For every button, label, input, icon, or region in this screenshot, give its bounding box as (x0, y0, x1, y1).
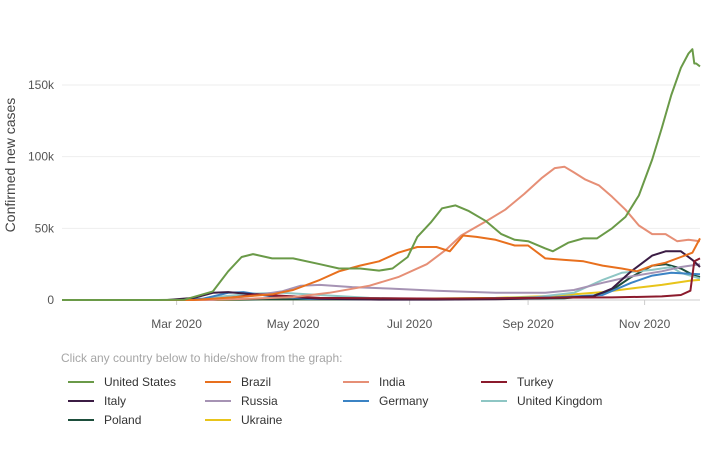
x-tick-label: Mar 2020 (151, 317, 202, 331)
legend-item-united-states[interactable]: United States (68, 373, 176, 391)
x-tick-label: Sep 2020 (502, 317, 554, 331)
x-tick-label: May 2020 (267, 317, 320, 331)
legend-item-italy[interactable]: Italy (68, 392, 126, 410)
legend-swatch (343, 400, 369, 402)
series-line-germany (62, 271, 701, 301)
legend-swatch (205, 381, 231, 383)
x-tick-label: Nov 2020 (619, 317, 671, 331)
legend-swatch (481, 381, 507, 383)
y-tick-label: 100k (28, 150, 55, 164)
legend-label: Germany (379, 394, 429, 408)
y-tick-label: 0 (47, 293, 54, 307)
legend-label: United States (104, 375, 177, 389)
series-line-russia (62, 263, 701, 301)
series-line-united-states (62, 48, 701, 301)
series-line-italy (62, 250, 701, 301)
legend-swatch (68, 419, 94, 421)
y-tick-label: 150k (28, 78, 55, 92)
legend-swatch (481, 400, 507, 402)
legend-label: United Kingdom (517, 394, 603, 408)
line-chart-svg: 0 50k 100k 150k Mar 2020 May 2020 Jul 2020 Sep … (2, 48, 701, 331)
legend-label: India (379, 375, 406, 389)
legend-label: Brazil (241, 375, 272, 389)
legend-swatch (68, 400, 94, 402)
legend-item-germany[interactable]: Germany (343, 392, 428, 410)
x-tick-label: Jul 2020 (387, 317, 433, 331)
legend-item-turkey[interactable]: Turkey (481, 373, 553, 391)
legend-item-russia[interactable]: Russia (205, 392, 278, 410)
legend-label: Poland (104, 413, 142, 427)
series-line-brazil (62, 234, 701, 301)
legend-item-united-kingdom[interactable]: United Kingdom (481, 392, 602, 410)
y-tick-label: 50k (35, 221, 55, 235)
legend-swatch (343, 381, 369, 383)
legend-swatch (205, 400, 231, 402)
legend-swatch (68, 381, 94, 383)
legend-item-ukraine[interactable]: Ukraine (205, 411, 282, 429)
series-line-india (62, 165, 701, 301)
legend-label: Russia (241, 394, 278, 408)
legend-item-brazil[interactable]: Brazil (205, 373, 271, 391)
legend-label: Turkey (517, 375, 554, 389)
chart: 0 50k 100k 150k Mar 2020 May 2020 Jul 2020 Sep … (2, 48, 701, 331)
legend-item-poland[interactable]: Poland (68, 411, 141, 429)
legend-swatch (205, 419, 231, 421)
y-axis-title: Confirmed new cases (2, 98, 18, 233)
legend-item-india[interactable]: India (343, 373, 405, 391)
legend-label: Ukraine (241, 413, 283, 427)
legend-label: Italy (104, 394, 127, 408)
legend-caption: Click any country below to hide/show fro… (61, 351, 343, 365)
